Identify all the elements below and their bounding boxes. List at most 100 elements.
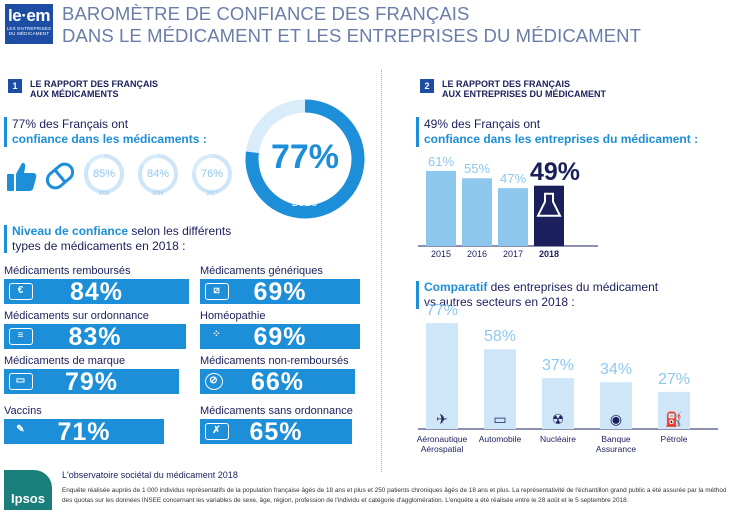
no-prescription-icon: ✗: [205, 423, 229, 440]
sector-value-3: 34%: [599, 361, 633, 379]
med-label-homeopathie: Homéopathie: [200, 310, 266, 322]
ring-year-2016: 2016: [152, 191, 164, 197]
bar-generiques: ⧄ 69%: [200, 278, 360, 306]
bar-homeopathie: ⁘ 69%: [200, 323, 360, 351]
sector-bar-3: [600, 382, 632, 429]
section-2-lead: 49% des Français ont confiance dans les …: [424, 117, 698, 147]
brand-box-icon: ▭: [9, 373, 33, 390]
sector-label-1: Automobile: [478, 434, 522, 444]
section-1-title: LE RAPPORT DES FRANÇAIS AUX MÉDICAMENTS: [30, 79, 158, 99]
bar-generiques-label: 69%: [253, 278, 307, 306]
ipsos-logo: Ipsos: [4, 470, 52, 510]
pill-icon: [45, 162, 75, 190]
bar-year-2018: 2018: [538, 249, 560, 259]
section-2-lead-line-1: 49% des Français ont: [424, 117, 541, 131]
section-2-lead-line-2: confiance dans les entreprises du médica…: [424, 132, 699, 146]
bar-2015: [426, 170, 456, 246]
ring-arc-2016: [138, 154, 178, 194]
bar-year-2017: 2017: [502, 249, 524, 259]
big-ring-percent: 77%: [270, 138, 340, 176]
bar-year-2016: 2016: [466, 249, 488, 259]
bar-year-2015: 2015: [430, 249, 452, 259]
bar-value-2015: 61%: [427, 153, 455, 169]
sector-bar-1: [484, 349, 516, 429]
ring-arc-2017: [192, 154, 232, 194]
niveau-rest: selon les différents: [128, 224, 232, 238]
radiation-icon: ☢: [552, 412, 565, 428]
section-2-title-line-2: AUX ENTREPRISES DU MÉDICAMENT: [442, 89, 607, 99]
footer-line-2: des quotas sur les données INSEE concern…: [62, 497, 629, 504]
comparatif-bold: Comparatif: [424, 280, 488, 294]
prescription-icon: ≡: [9, 328, 33, 345]
ring-label-2017: 76%: [200, 168, 224, 180]
med-label-rembourses: Médicaments remboursés: [4, 265, 131, 277]
accent-bar: [416, 281, 419, 309]
ring-arc-2015: [84, 154, 124, 194]
logo-subtext-1: LES ENTREPRISES: [6, 26, 52, 31]
bar-sans-ordonnance-label: 65%: [249, 418, 303, 446]
accent-bar: [416, 117, 419, 147]
sector-value-0: 77%: [425, 302, 459, 320]
sector-label-2: Nucléaire: [540, 434, 576, 444]
page-title-line-1: BAROMÈTRE DE CONFIANCE DES FRANÇAIS: [62, 3, 470, 24]
syringe-icon: ✎: [16, 424, 26, 435]
granules-icon: ⁘: [212, 329, 222, 340]
section-1-number: 1: [8, 79, 22, 93]
section-2-title: LE RAPPORT DES FRANÇAIS AUX ENTREPRISES …: [442, 79, 606, 99]
section-1-lead-line-1: 77% des Français ont: [12, 117, 129, 131]
page-title-line-2: DANS LE MÉDICAMENT ET LES ENTREPRISES DU…: [62, 25, 642, 46]
bar-vaccins-label: 71%: [57, 418, 111, 446]
bar-rembourses: €84%: [4, 279, 189, 305]
bar-2016: [462, 178, 492, 246]
safe-icon: ◉: [610, 412, 622, 428]
sector-bar-4: [658, 391, 690, 429]
ring-year-2015: 2015: [98, 191, 110, 197]
big-ring-year: 2018: [291, 198, 319, 209]
med-label-vaccins: Vaccins: [4, 405, 42, 417]
bar-marque: ▭ 79%: [4, 368, 179, 396]
big-ring-arc: [245, 99, 365, 219]
accent-bar: [4, 225, 7, 253]
thumbs-up-icon: [7, 162, 37, 191]
bar-value-2016: 55%: [463, 161, 491, 177]
med-label-non-rembourses: Médicaments non-remboursés: [200, 355, 349, 367]
section-1-lead-line-2: confiance dans les médicaments :: [12, 132, 207, 146]
section-1-title-line-1: LE RAPPORT DES FRANÇAIS: [30, 79, 159, 89]
comparatif-heading: Comparatif des entreprises du médicament…: [424, 280, 658, 310]
entreprises-year-chart: [418, 170, 598, 247]
logo-text: le·em: [8, 6, 50, 25]
footer-line-1: Enquête réalisée auprès de 1 000 individ…: [62, 487, 726, 494]
bar-vaccins: ✎ 71%: [4, 418, 164, 446]
section-1-lead: 77% des Français ont confiance dans les …: [12, 117, 207, 147]
med-label-generiques: Médicaments génériques: [200, 265, 323, 277]
bar-ordonnance: ≡ 83%: [4, 324, 186, 350]
med-label-sans-ordonnance: Médicaments sans ordonnance: [200, 405, 353, 417]
accent-bar: [4, 117, 7, 147]
section-2-title-line-1: LE RAPPORT DES FRANÇAIS: [442, 79, 571, 89]
ring-year-2017: 2017: [206, 191, 218, 197]
flask-icon: [536, 192, 562, 217]
bar-marque-label: 79%: [64, 368, 119, 396]
footer-note: Enquête réalisée auprès de 1 000 individ…: [62, 486, 726, 506]
comparatif-rest: des entreprises du médicament: [487, 280, 659, 294]
sector-value-2: 37%: [541, 357, 575, 375]
med-label-ordonnance: Médicaments sur ordonnance: [4, 310, 149, 322]
med-label-marque: Médicaments de marque: [4, 355, 126, 367]
car-icon: ▭: [493, 412, 506, 428]
fuel-pump-icon: ⛽: [665, 411, 682, 428]
history-rings-chart: [84, 154, 232, 194]
sector-label-4: Pétrole: [660, 434, 688, 444]
section-divider: [381, 70, 382, 472]
leem-logo: le·em LES ENTREPRISES DU MÉDICAMENT: [5, 4, 53, 44]
coin-icon: €: [9, 283, 33, 300]
airplane-icon: ✈: [436, 412, 448, 428]
bar-value-2017: 47%: [499, 171, 527, 187]
sector-label-0: Aéronautique Aérospatial: [416, 434, 468, 454]
ring-label-2015: 85%: [92, 168, 116, 180]
ring-label-2016: 84%: [146, 168, 170, 180]
logo-subtext-2: DU MÉDICAMENT: [8, 31, 50, 36]
generic-box-icon: ⧄: [205, 283, 229, 300]
bar-non-rembourses-label: 66%: [250, 368, 305, 396]
sectors-chart: ✈ ▭ ☢ ◉ ⛽: [418, 323, 718, 430]
bar-homeopathie-label: 69%: [253, 323, 307, 351]
